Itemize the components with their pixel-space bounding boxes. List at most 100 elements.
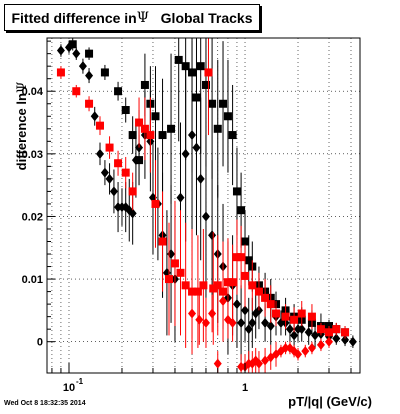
data-point-square [140,124,149,133]
data-point-diamond [90,111,99,122]
data-point-square [248,281,257,290]
chart-title-suffix: Global Tracks [149,9,253,26]
data-point-diamond [188,308,197,319]
data-point-square [95,121,104,130]
data-point-diamond [219,295,228,306]
data-point-square [208,99,217,108]
data-point-square [241,237,250,246]
data-point-diamond [244,324,253,335]
data-point-square [223,112,232,121]
y-axis-label: difference lnΨ [14,82,30,171]
data-point-square [241,271,250,280]
data-point-square [146,131,155,140]
data-point-square [181,281,190,290]
data-point-square [85,99,94,108]
data-point-square [128,187,137,196]
data-point-diamond [201,317,210,328]
data-point-square [85,49,94,58]
data-point-diamond [248,317,257,328]
data-point-square [201,80,210,89]
data-point-diamond [72,48,81,59]
data-point-diamond [332,333,341,344]
data-point-square [228,278,237,287]
y-tick-label: 0.01 [22,274,43,286]
data-point-diamond [261,355,270,366]
data-point-diamond [85,70,94,81]
data-point-square [244,256,253,265]
data-point-square [213,281,222,290]
data-point-diamond [100,167,109,178]
data-point-square [254,287,263,296]
data-point-square [219,99,228,108]
data-point-diamond [241,305,250,316]
data-point-diamond [228,317,237,328]
data-point-diamond [285,324,294,335]
data-point-diamond [237,317,246,328]
data-point-square [261,293,270,302]
data-point-square [237,206,246,215]
data-point-diamond [167,249,176,260]
data-point-diamond [176,192,185,203]
data-point-square [135,156,144,165]
data-point-square [316,325,325,334]
data-point-diamond [232,299,241,310]
data-point-diamond [266,321,275,332]
data-point-square [121,106,130,115]
data-point-diamond [281,342,290,353]
data-point-square [114,87,123,96]
axes: 0 0.01 0.02 0.03 0.04 10-1 1 [22,40,352,394]
data-point-diamond [254,358,263,369]
data-point-square [114,159,123,168]
data-point-square [204,68,213,77]
data-point-diamond [196,173,205,184]
data-point-square [237,253,246,262]
data-point-square [199,281,208,290]
y-axis-label-symbol: Ψ [15,81,30,94]
data-point-diamond [341,334,350,345]
plot-frame [46,37,361,374]
data-point-diamond [325,336,334,347]
y-tick-label: 0.04 [22,86,44,98]
data-point-square [297,309,306,318]
data-point-diamond [248,358,257,369]
data-point-diamond [201,211,210,222]
data-point-diamond [301,346,310,357]
data-point-diamond [128,208,137,219]
data-point-square [272,309,281,318]
data-point-square [56,68,65,77]
data-point-square [213,124,222,133]
data-point-diamond [261,317,270,328]
data-point-square [151,199,160,208]
data-point-diamond [105,173,114,184]
data-point-square [188,68,197,77]
data-point-square [290,315,299,324]
x-tick-exponent: -1 [76,377,84,386]
data-point-square [209,284,218,293]
data-point-square [174,55,183,64]
data-point-square [158,237,167,246]
data-point-square [325,328,334,337]
data-point-square [158,131,167,140]
data-point-square [128,131,137,140]
data-point-diamond [304,327,313,338]
data-point-diamond [78,61,87,72]
data-point-square [170,259,179,268]
data-point-square [181,62,190,71]
data-point-square [232,253,241,262]
data-point-square [232,187,241,196]
y-tick-label: 0.02 [22,211,43,223]
data-point-square [167,124,176,133]
data-point-square [192,93,201,102]
data-point-square [151,112,160,121]
y-tick-label: 0 [37,337,43,349]
data-point-square [223,278,232,287]
x-tick-label: 10 [63,382,75,394]
data-point-square [176,268,185,277]
data-point-square [196,62,205,71]
chart-title-symbol: Ψ [136,9,149,26]
data-point-square [121,168,130,177]
date-stamp: Wed Oct 8 18:32:35 2014 [4,400,86,407]
data-point-square [341,328,350,337]
data-point-diamond [213,358,222,369]
